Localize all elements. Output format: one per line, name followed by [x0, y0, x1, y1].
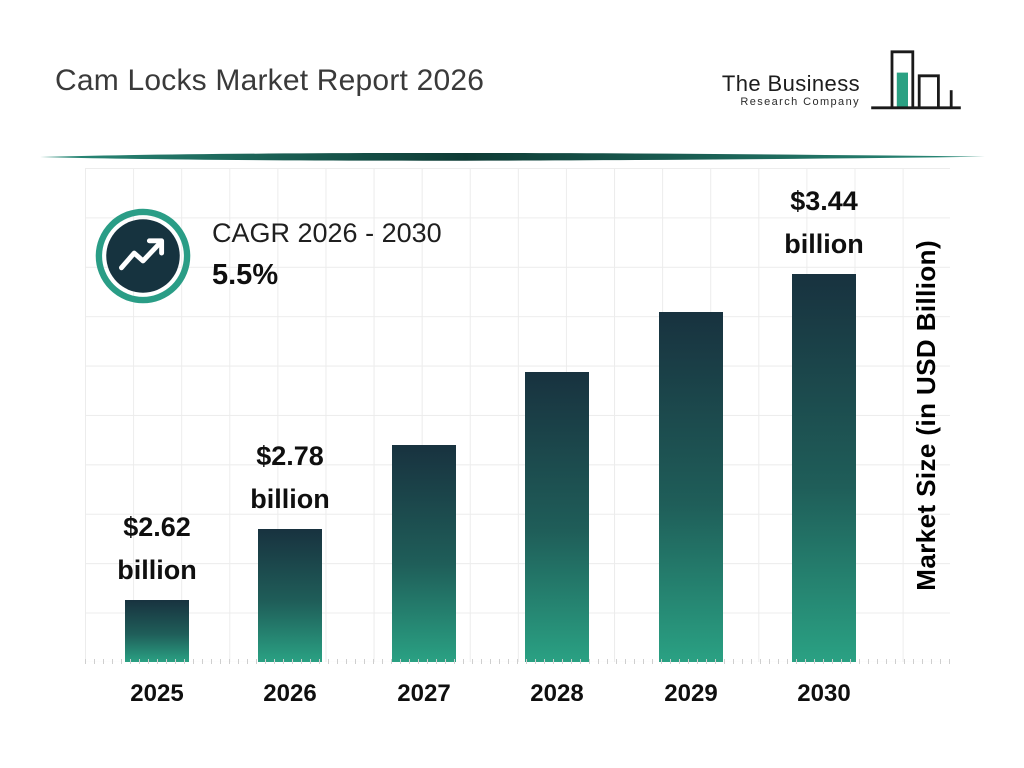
bar-2030 — [792, 274, 856, 662]
company-logo: The Business Research Company — [722, 40, 964, 118]
bar-2028 — [525, 372, 589, 662]
bar-2025 — [125, 600, 189, 662]
y-axis-title: Market Size (in USD Billion) — [900, 168, 952, 662]
bar-value-label-2026: $2.78 billion — [250, 440, 330, 514]
logo-bar-chart-icon — [871, 50, 961, 110]
bar-2029 — [659, 312, 723, 662]
x-axis-label-2029: 2029 — [664, 680, 718, 707]
cagr-value: 5.5% — [212, 259, 279, 291]
bar-2026 — [258, 529, 322, 662]
company-logo-text: The Business Research Company — [722, 49, 860, 109]
y-axis-title-text: Market Size (in USD Billion) — [910, 239, 941, 591]
x-axis-label-2030: 2030 — [797, 680, 851, 707]
bar-value-label-2025: $2.62 billion — [117, 511, 197, 585]
cagr-period-label: CAGR 2026 - 2030 — [212, 218, 442, 248]
divider-line — [40, 152, 985, 161]
x-axis-label-2025: 2025 — [130, 680, 184, 707]
x-axis-label-2028: 2028 — [530, 680, 584, 707]
company-logo-line1: The Business — [721, 71, 860, 97]
growth-trend-icon — [94, 207, 192, 305]
x-axis-labels: 2025 2026 2027 2028 2029 2030 — [85, 680, 950, 716]
chart-grid: $2.62 billion $2.78 billion $3.44 billion — [85, 168, 950, 664]
x-axis-label-2027: 2027 — [397, 680, 451, 707]
x-axis-label-2026: 2026 — [263, 680, 317, 707]
bar-value-label-2030: $3.44 billion — [784, 185, 864, 259]
bar-2027 — [392, 445, 456, 662]
page-title: Cam Locks Market Report 2026 — [55, 64, 485, 97]
company-logo-line2: Research Company — [740, 96, 860, 109]
cagr-block: CAGR 2026 - 2030 5.5% — [212, 218, 442, 292]
